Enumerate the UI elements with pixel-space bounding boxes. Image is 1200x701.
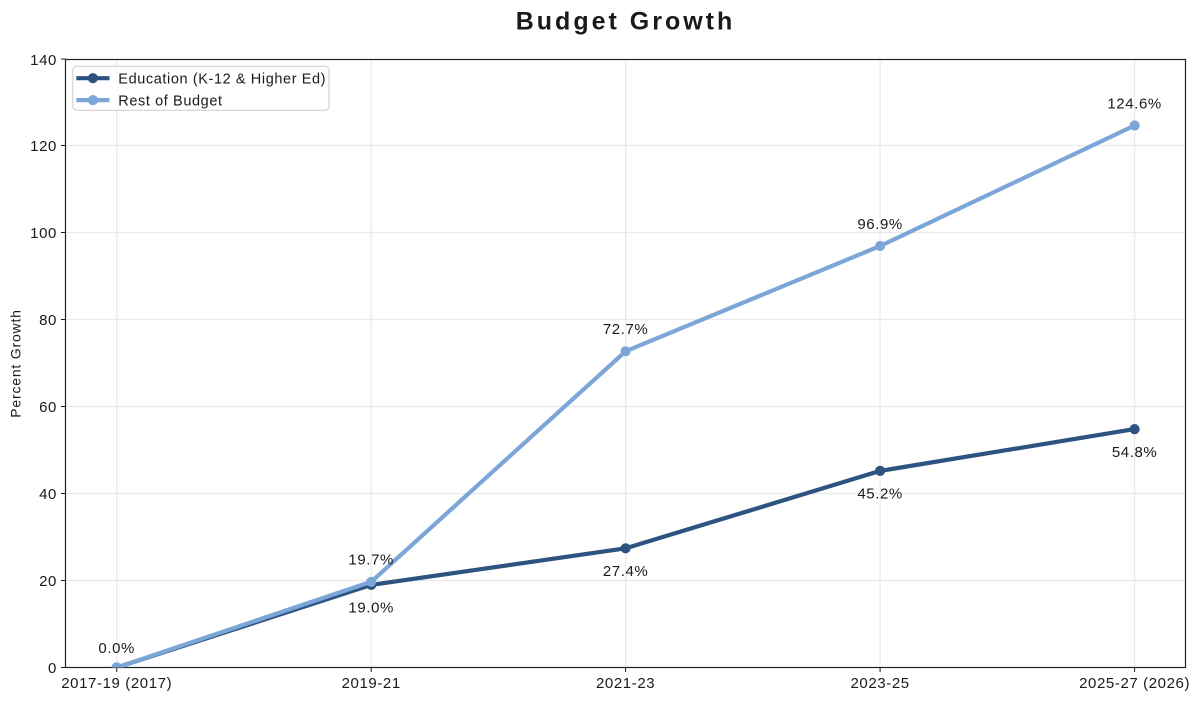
svg-text:0.0%: 0.0% bbox=[98, 640, 135, 657]
svg-text:20: 20 bbox=[39, 573, 57, 590]
svg-text:2023-25: 2023-25 bbox=[850, 675, 909, 692]
svg-text:100: 100 bbox=[30, 225, 57, 242]
svg-text:2025-27 (2026): 2025-27 (2026) bbox=[1079, 675, 1190, 692]
svg-text:120: 120 bbox=[30, 138, 57, 155]
svg-text:19.7%: 19.7% bbox=[348, 552, 394, 569]
svg-text:45.2%: 45.2% bbox=[857, 486, 903, 503]
svg-text:124.6%: 124.6% bbox=[1107, 95, 1161, 112]
svg-text:2017-19 (2017): 2017-19 (2017) bbox=[61, 675, 172, 692]
svg-text:0: 0 bbox=[48, 660, 57, 677]
svg-text:Rest of Budget: Rest of Budget bbox=[118, 93, 222, 109]
svg-text:60: 60 bbox=[39, 399, 57, 416]
svg-text:2019-21: 2019-21 bbox=[342, 675, 401, 692]
svg-text:19.0%: 19.0% bbox=[348, 600, 394, 617]
svg-text:140: 140 bbox=[30, 52, 57, 69]
svg-text:Percent Growth: Percent Growth bbox=[8, 309, 24, 417]
svg-text:Education (K-12 & Higher Ed): Education (K-12 & Higher Ed) bbox=[118, 71, 326, 87]
svg-text:80: 80 bbox=[39, 312, 57, 329]
svg-text:96.9%: 96.9% bbox=[857, 216, 903, 233]
svg-text:2021-23: 2021-23 bbox=[596, 675, 655, 692]
svg-text:Budget Growth: Budget Growth bbox=[516, 8, 736, 36]
svg-text:27.4%: 27.4% bbox=[603, 563, 649, 580]
svg-text:72.7%: 72.7% bbox=[603, 321, 649, 338]
svg-text:40: 40 bbox=[39, 486, 57, 503]
svg-text:54.8%: 54.8% bbox=[1112, 444, 1158, 461]
